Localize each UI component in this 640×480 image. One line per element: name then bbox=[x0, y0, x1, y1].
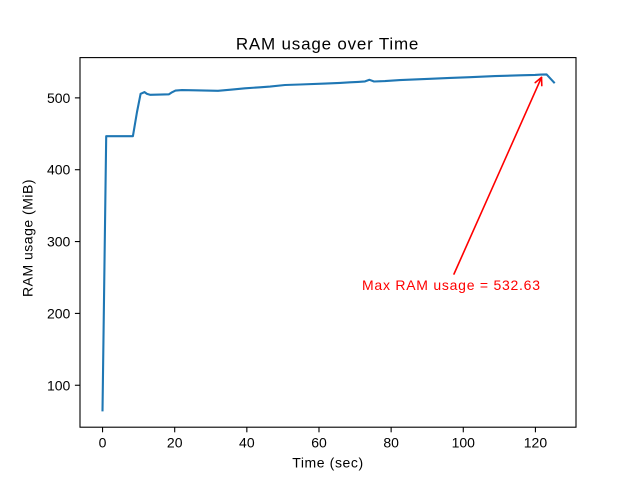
svg-text:RAM usage (MiB): RAM usage (MiB) bbox=[20, 179, 36, 297]
svg-text:0: 0 bbox=[99, 435, 107, 451]
svg-text:80: 80 bbox=[383, 435, 399, 451]
svg-text:100: 100 bbox=[452, 435, 476, 451]
svg-text:Max RAM usage = 532.63: Max RAM usage = 532.63 bbox=[362, 277, 541, 293]
svg-text:120: 120 bbox=[524, 435, 548, 451]
svg-text:RAM usage over Time: RAM usage over Time bbox=[236, 34, 419, 53]
svg-text:20: 20 bbox=[167, 435, 183, 451]
svg-text:60: 60 bbox=[311, 435, 327, 451]
svg-text:40: 40 bbox=[239, 435, 255, 451]
svg-text:Time (sec): Time (sec) bbox=[292, 454, 364, 470]
svg-text:400: 400 bbox=[47, 162, 71, 178]
svg-text:500: 500 bbox=[47, 90, 71, 106]
svg-text:100: 100 bbox=[47, 377, 71, 393]
svg-text:200: 200 bbox=[47, 305, 71, 321]
svg-text:300: 300 bbox=[47, 234, 71, 250]
